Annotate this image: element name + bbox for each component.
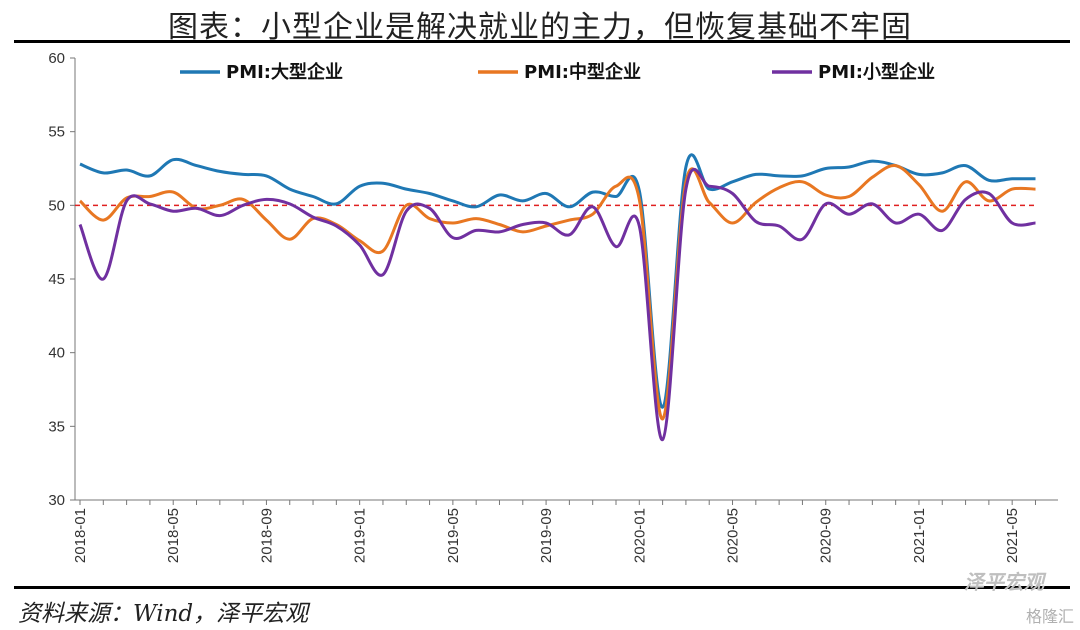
x-tick-label: 2021-05	[1004, 508, 1021, 563]
x-tick-label: 2018-01	[72, 508, 89, 563]
source-note: 资料来源：Wind，泽平宏观	[18, 601, 309, 627]
x-tick-label: 2019-05	[445, 508, 462, 563]
y-tick-label: 35	[48, 418, 65, 435]
watermark-zepingmacro: 泽平宏观	[964, 570, 1044, 594]
chart-title: 图表：小型企业是解决就业的主力，但恢复基础不牢固	[168, 10, 912, 45]
legend-label-3: PMI:小型企业	[818, 61, 935, 83]
y-tick-label: 55	[48, 124, 65, 141]
y-tick-label: 40	[48, 345, 65, 362]
legend-label-1: PMI:大型企业	[226, 61, 343, 83]
top-rule	[14, 40, 1070, 43]
x-tick-label: 2018-09	[258, 508, 275, 563]
x-tick-label: 2020-01	[631, 508, 648, 563]
x-tick-label: 2019-09	[538, 508, 555, 563]
y-tick-label: 50	[48, 197, 65, 214]
bottom-rule	[14, 586, 1070, 589]
legend-label-2: PMI:中型企业	[524, 61, 641, 83]
y-tick-label: 30	[48, 492, 65, 509]
y-tick-label: 45	[48, 271, 65, 288]
series-line-3	[78, 168, 1036, 442]
x-tick-label: 2020-09	[818, 508, 835, 563]
x-tick-label: 2021-01	[911, 508, 928, 563]
series-line-2	[78, 164, 1036, 421]
y-tick-label: 60	[48, 50, 65, 67]
series-line-1	[79, 153, 1036, 409]
x-tick-label: 2020-05	[725, 508, 742, 563]
pmi-line-chart: 30 35 40 45 50 55 60 2018-01 2018-05 2018-09 2019-…	[48, 50, 1058, 563]
x-tick-label: 2018-05	[165, 508, 182, 563]
x-tick-label: 2019-01	[352, 508, 369, 563]
watermark-gelonghui: 格隆汇	[1025, 607, 1074, 626]
